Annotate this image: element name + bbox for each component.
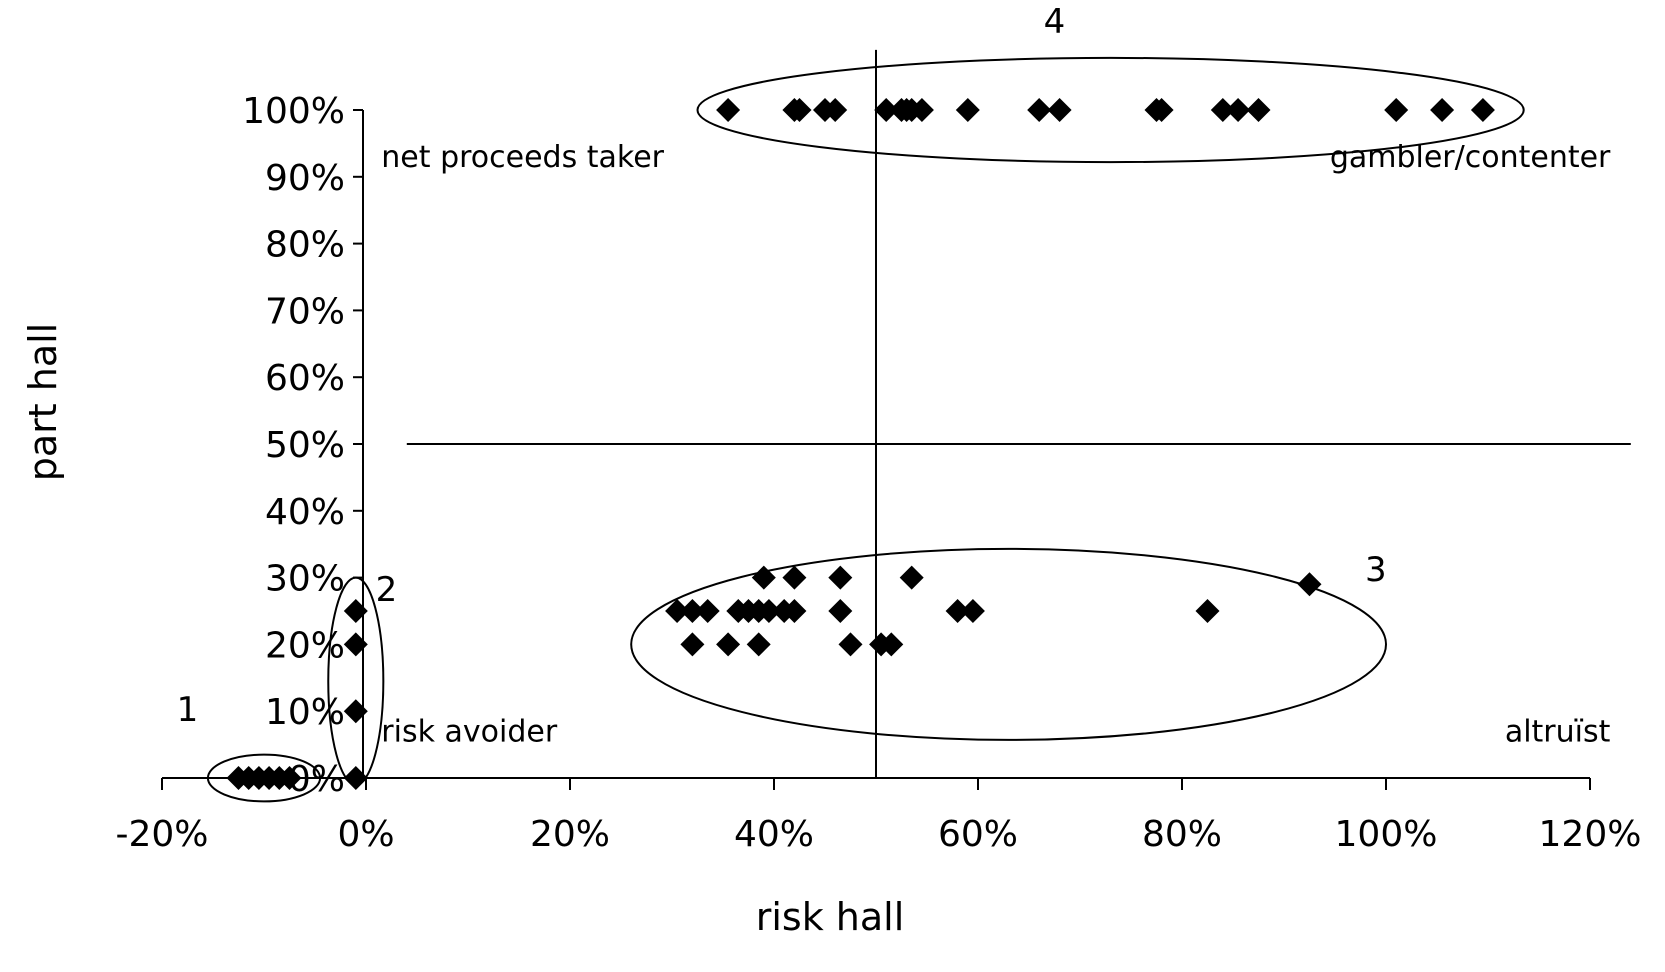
data-point — [1470, 98, 1495, 122]
data-point — [838, 632, 863, 657]
x-tick-label: 0% — [337, 814, 394, 855]
y-tick-label: 70% — [265, 291, 345, 332]
data-point — [665, 599, 690, 623]
data-point — [909, 98, 934, 122]
y-tick-label: 90% — [265, 158, 345, 199]
data-point — [343, 599, 368, 623]
x-tick-label: -20% — [115, 814, 208, 855]
x-tick-label: 40% — [734, 814, 814, 855]
data-point — [1195, 599, 1220, 623]
quadrant-label: risk avoider — [381, 714, 558, 749]
y-tick-label: 60% — [265, 358, 345, 399]
x-tick-label: 80% — [1142, 814, 1222, 855]
data-point — [343, 766, 368, 790]
data-point — [716, 632, 741, 657]
data-point — [746, 632, 771, 657]
y-tick-label: 30% — [265, 559, 345, 600]
data-point — [695, 599, 720, 623]
data-points — [226, 98, 1495, 790]
data-point — [1384, 98, 1409, 122]
data-point — [1246, 98, 1271, 122]
data-point — [1210, 98, 1235, 122]
data-point — [751, 565, 776, 590]
x-axis-ticks: -20% 0% 20% 40% 60% 80% 100% 120% — [115, 778, 1641, 855]
data-point — [680, 599, 705, 623]
y-tick-label: 100% — [242, 91, 345, 132]
data-point — [879, 632, 904, 657]
quadrant-annotations: net proceeds taker gambler/contenter risk … — [381, 140, 1611, 749]
data-point — [782, 599, 807, 623]
y-axis-ticks: 0%10%20%30%40%50%60%70%80%90%100% — [242, 91, 363, 800]
data-point — [1027, 98, 1052, 122]
x-tick-label: 20% — [530, 814, 610, 855]
quadrant-label: altruïst — [1505, 714, 1611, 749]
cluster-number: 4 — [1044, 2, 1066, 42]
x-axis-title: risk hall — [756, 895, 905, 939]
cluster-number: 3 — [1365, 550, 1387, 590]
data-point — [1149, 98, 1174, 122]
cluster-ellipse-3 — [630, 547, 1387, 741]
cluster-ellipse-4 — [696, 56, 1525, 164]
data-point — [955, 98, 980, 122]
x-tick-label: 100% — [1335, 814, 1438, 855]
data-point — [1297, 572, 1322, 597]
data-point — [277, 766, 302, 790]
data-point — [1226, 98, 1251, 122]
data-point — [1047, 98, 1072, 122]
y-tick-label: 80% — [265, 225, 345, 266]
cluster-number: 1 — [177, 690, 199, 730]
reference-lines — [406, 49, 1631, 778]
data-point — [343, 632, 368, 657]
y-tick-label: 50% — [265, 425, 345, 466]
data-point — [899, 565, 924, 590]
data-point — [960, 599, 985, 623]
data-point — [787, 98, 812, 122]
quadrant-label: net proceeds taker — [381, 140, 664, 175]
data-point — [828, 565, 853, 590]
x-tick-label: 60% — [938, 814, 1018, 855]
data-point — [823, 98, 848, 122]
y-tick-label: 10% — [265, 692, 345, 733]
data-point — [756, 599, 781, 623]
data-point — [828, 599, 853, 623]
quadrant-label: gambler/contenter — [1330, 140, 1611, 175]
y-tick-label: 40% — [265, 492, 345, 533]
data-point — [716, 98, 741, 122]
data-point — [1430, 98, 1455, 122]
y-axis-title: part hall — [21, 323, 65, 482]
data-point — [680, 632, 705, 657]
data-point — [782, 565, 807, 590]
cluster-number: 2 — [376, 570, 398, 610]
cluster-number-labels: 1 2 3 4 — [177, 2, 1387, 730]
x-tick-label: 120% — [1539, 814, 1642, 855]
data-point — [343, 699, 368, 724]
data-point — [945, 599, 970, 623]
y-tick-label: 20% — [265, 625, 345, 666]
data-point — [874, 98, 899, 122]
